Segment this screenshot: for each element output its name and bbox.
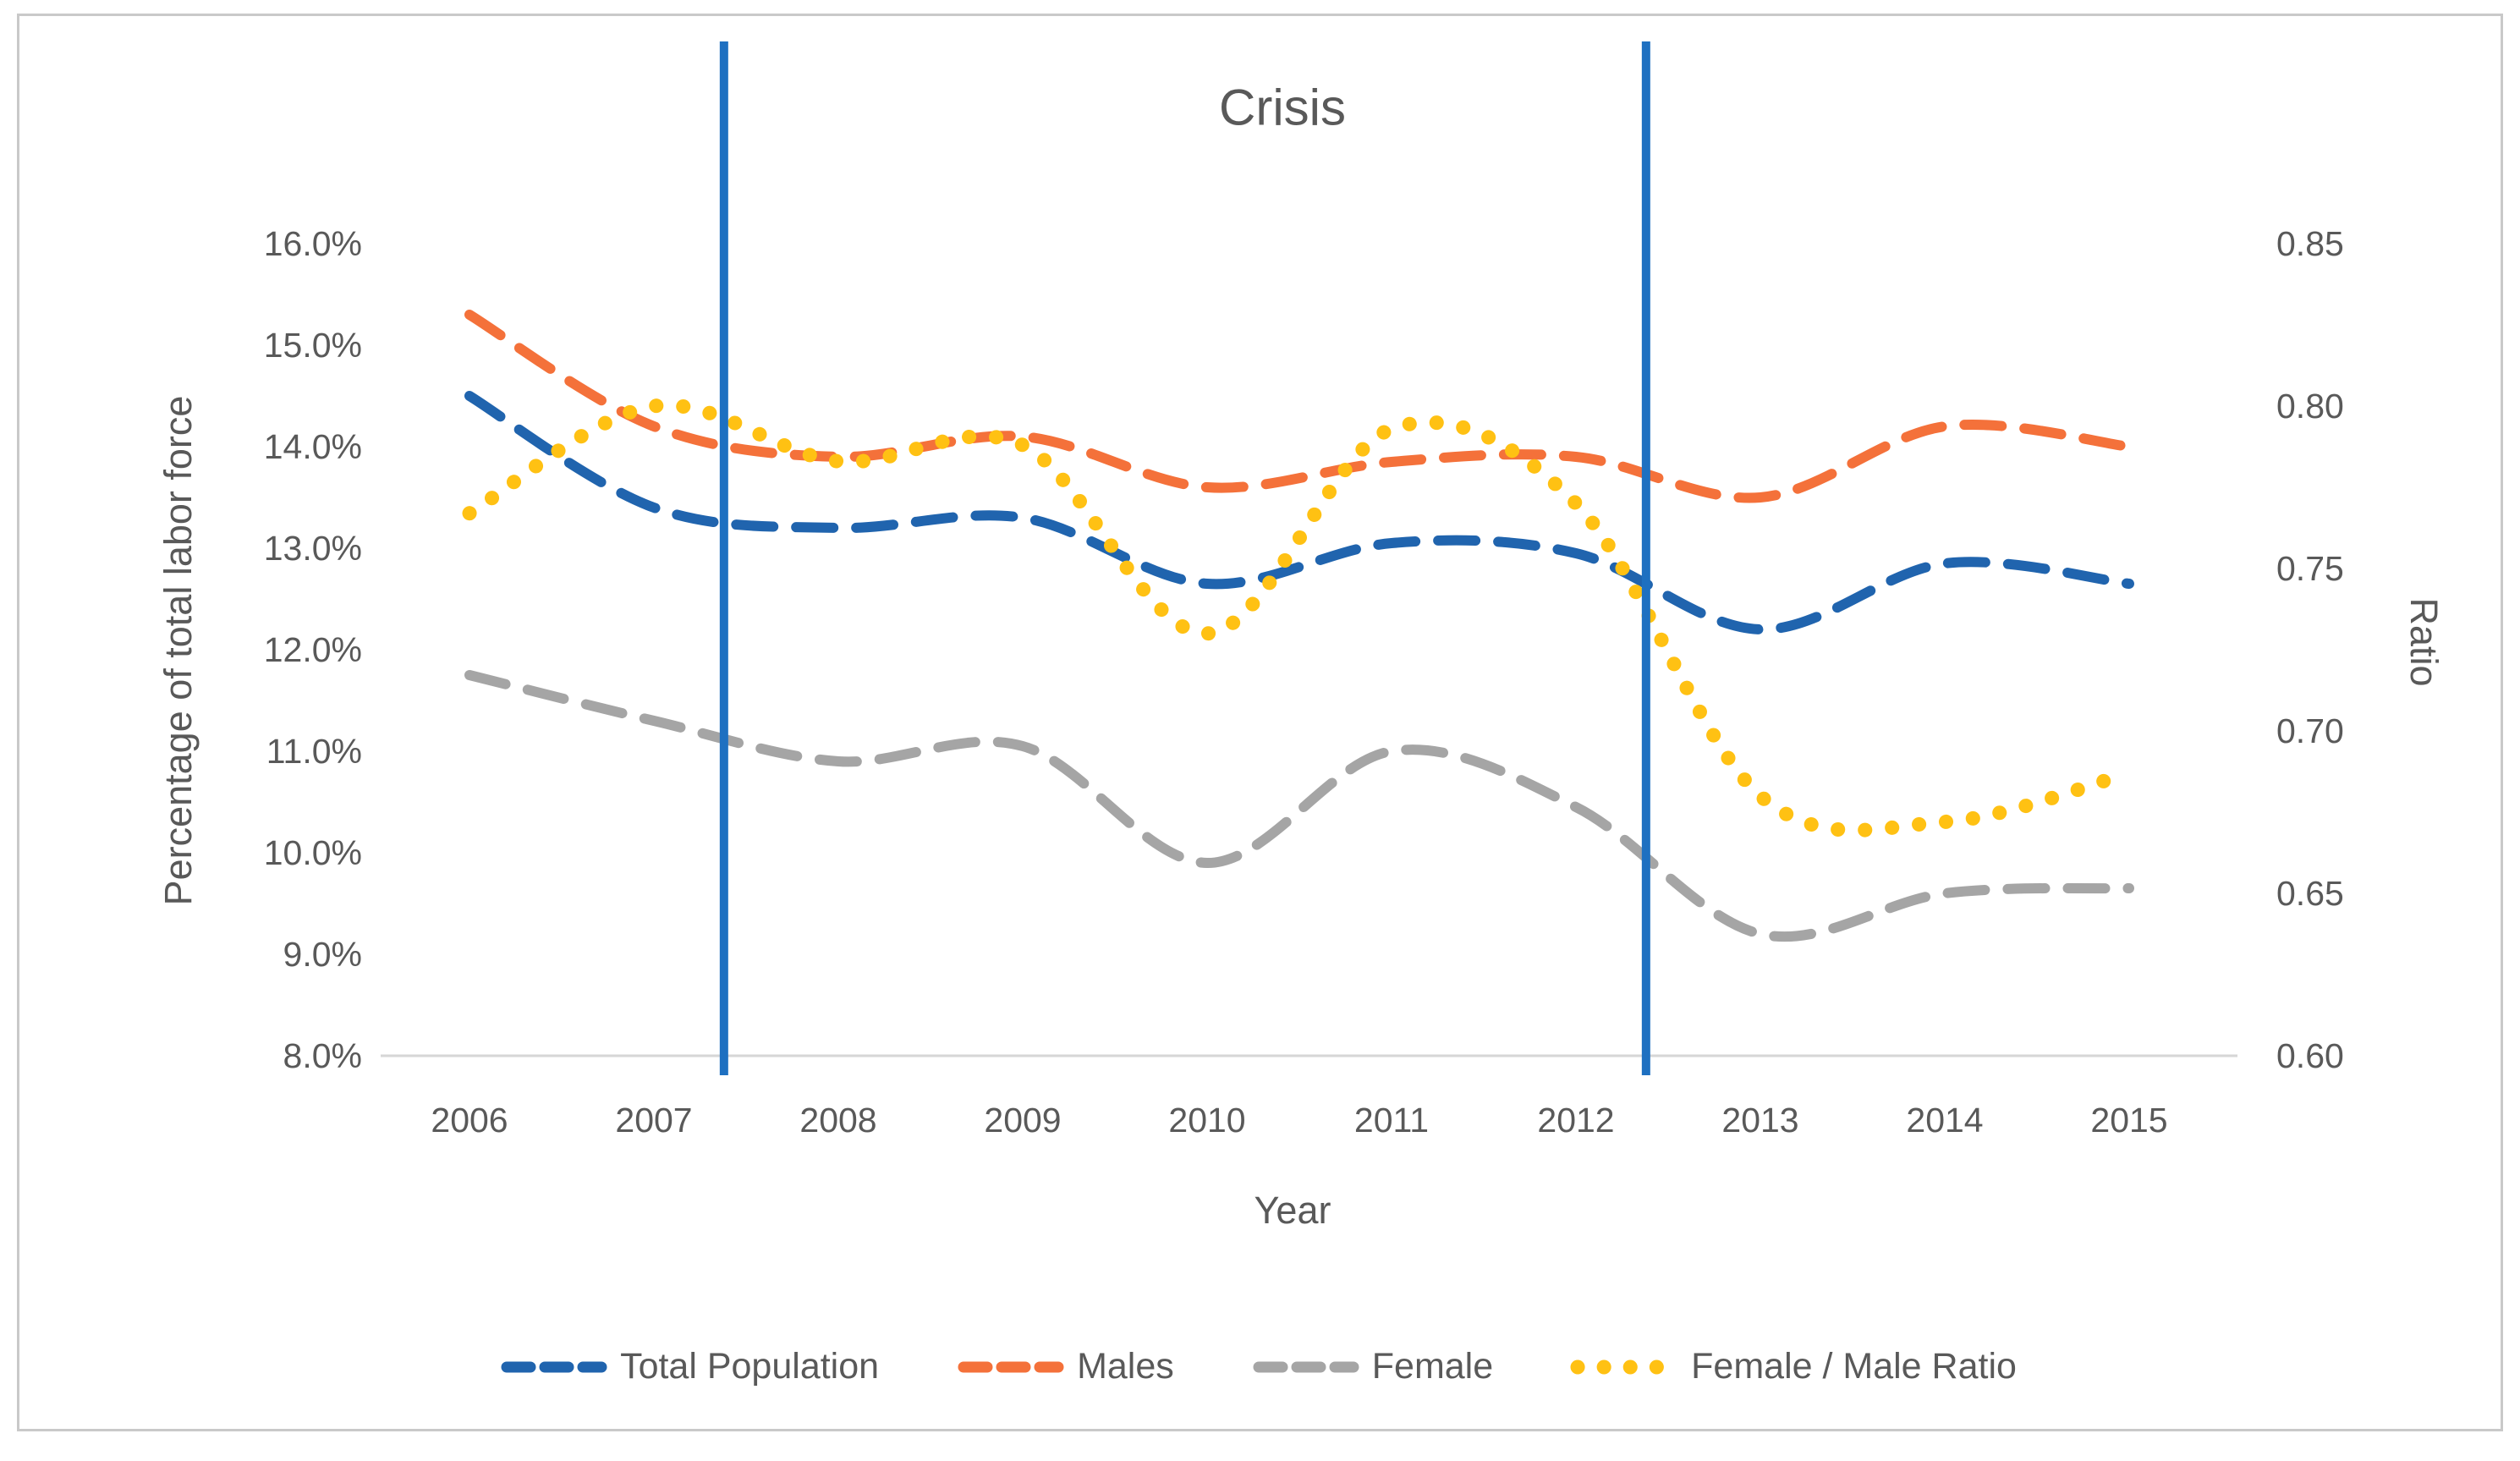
- x-axis-tick-label: 2010: [1123, 1100, 1292, 1140]
- x-axis-tick-label: 2011: [1307, 1100, 1476, 1140]
- y-axis-right-tick-label: 0.75: [2276, 548, 2446, 589]
- x-axis-tick-label: 2007: [569, 1100, 738, 1140]
- chart-legend: Total Population Males Female Female / Male…: [19, 1346, 2501, 1387]
- series-line-female-male-ratio: [469, 405, 2129, 830]
- y-axis-left-tick-label: 15.0%: [222, 325, 362, 365]
- y-axis-left-tick-label: 11.0%: [222, 731, 362, 772]
- x-axis-tick-label: 2015: [2045, 1100, 2214, 1140]
- x-axis-tick-label: 2012: [1491, 1100, 1661, 1140]
- legend-item-female: Female: [1255, 1346, 1493, 1387]
- dashed-line-swatch-icon: [960, 1357, 1062, 1377]
- x-axis-tick-label: 2009: [938, 1100, 1107, 1140]
- legend-label: Total Population: [620, 1346, 879, 1387]
- y-axis-left-tick-label: 16.0%: [222, 223, 362, 264]
- y-axis-left-tick-label: 8.0%: [222, 1035, 362, 1076]
- legend-item-males: Males: [960, 1346, 1174, 1387]
- y-axis-right-tick-label: 0.65: [2276, 873, 2446, 914]
- y-axis-right-tick-label: 0.80: [2276, 386, 2446, 426]
- dashed-line-swatch-icon: [503, 1357, 605, 1377]
- y-axis-left-tick-label: 13.0%: [222, 528, 362, 568]
- series-line-males: [469, 315, 2129, 498]
- y-axis-left-title: Percentage of total labor force: [156, 396, 200, 906]
- y-axis-right-tick-label: 0.60: [2276, 1035, 2446, 1076]
- dashed-line-swatch-icon: [1255, 1357, 1357, 1377]
- x-axis-title: Year: [1255, 1189, 1331, 1233]
- y-axis-left-tick-label: 14.0%: [222, 426, 362, 467]
- x-axis-tick-label: 2013: [1676, 1100, 1845, 1140]
- series-line-female: [469, 675, 2129, 936]
- x-axis-tick-label: 2008: [754, 1100, 923, 1140]
- y-axis-left-tick-label: 12.0%: [222, 629, 362, 670]
- legend-label: Female / Male Ratio: [1691, 1346, 2017, 1387]
- legend-label: Males: [1077, 1346, 1174, 1387]
- x-axis-tick-label: 2006: [385, 1100, 554, 1140]
- chart-frame: Crisis 16.0%15.0%14.0%13.0%12.0%11.0%10.…: [17, 14, 2503, 1431]
- x-axis-tick-label: 2014: [1860, 1100, 2029, 1140]
- legend-label: Female: [1372, 1346, 1493, 1387]
- dotted-line-swatch-icon: [1574, 1357, 1676, 1377]
- y-axis-left-tick-label: 10.0%: [222, 832, 362, 873]
- series-line-total-population: [469, 396, 2129, 629]
- y-axis-left-tick-label: 9.0%: [222, 934, 362, 975]
- y-axis-right-tick-label: 0.85: [2276, 223, 2446, 264]
- legend-item-total-population: Total Population: [503, 1346, 879, 1387]
- y-axis-right-title: Ratio: [2402, 597, 2446, 686]
- y-axis-right-tick-label: 0.70: [2276, 711, 2446, 751]
- legend-item-female-male-ratio: Female / Male Ratio: [1574, 1346, 2017, 1387]
- plot-area: [19, 16, 2520, 1461]
